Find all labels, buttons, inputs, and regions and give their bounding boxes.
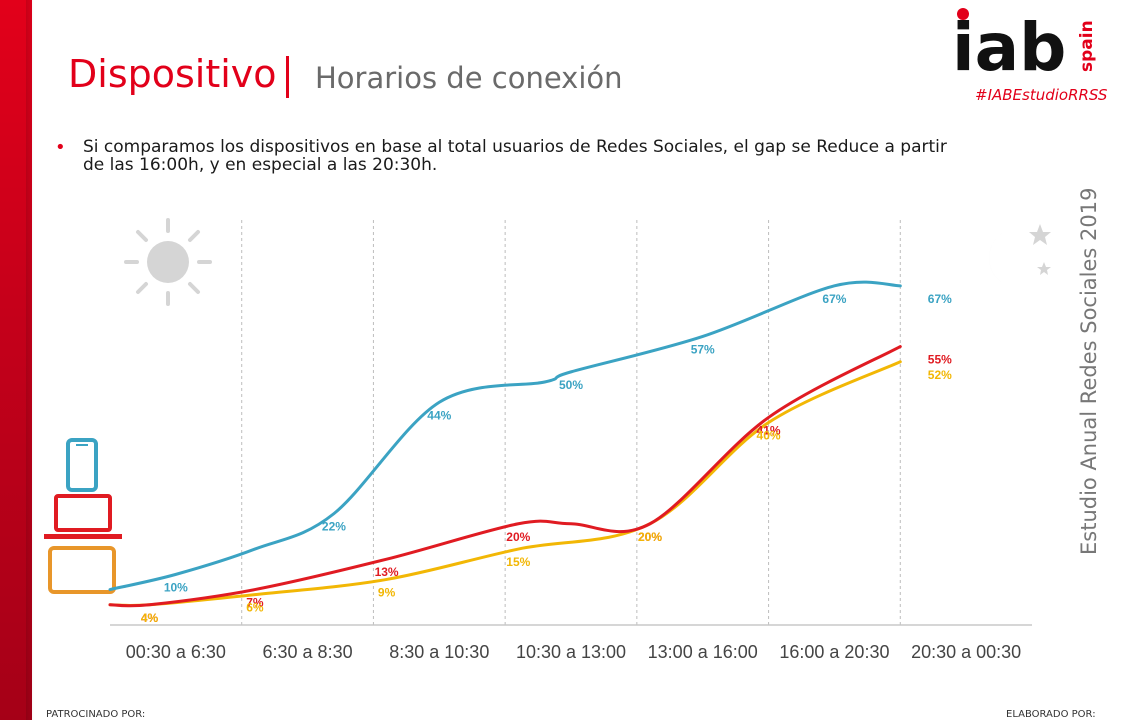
tablet-icon [48,546,116,594]
data-label-tablet-1: 6% [246,601,264,615]
chart-grid [241,220,901,625]
bullet-marker: • [55,137,66,158]
data-label-laptop-5: 41% [757,423,781,437]
x-tick-label-2: 8:30 a 10:30 [389,642,489,662]
data-label-smartphone-4: 57% [691,342,715,356]
data-label-laptop-4: 20% [638,530,662,544]
sun-icon [124,218,212,306]
moon-stars-icon [989,224,1051,289]
data-label-laptop-2: 13% [375,565,399,579]
smartphone-icon [66,438,98,492]
data-label-tablet-3: 15% [506,555,530,569]
chart-series [108,280,902,608]
data-label-smartphone-1: 22% [322,520,346,534]
left-accent-stripe [0,0,32,720]
footer-made-by: ELABORADO POR: [1006,709,1096,720]
data-label-tablet-6: 52% [928,368,952,382]
data-label-laptop-3: 20% [506,530,530,544]
footer-sponsored-by: PATROCINADO POR: [46,709,146,720]
x-tick-label-0: 00:30 a 6:30 [126,642,226,662]
x-tick-label-6: 20:30 a 00:30 [911,642,1021,662]
title-separator [286,56,289,98]
logo-main-text: iab [952,9,1066,84]
data-label-laptop-1: 7% [246,596,264,610]
data-label-tablet-2: 9% [378,585,396,599]
page-title: Dispositivo [68,52,277,96]
iab-spain-logo: iab spain [952,8,1097,84]
x-tick-label-5: 16:00 a 20:30 [779,642,889,662]
logo-dot [957,8,969,20]
bullet-text: Si comparamos los dispositivos en base a… [83,137,947,175]
left-stripe-shade [26,0,34,720]
chart-data-labels: 10% 22% 44% 50% 57% 67% 67% 4% 7% 13% 20% 20% 41% 55%… [141,292,952,625]
x-tick-label-1: 6:30 a 8:30 [263,642,353,662]
data-label-smartphone-2: 44% [427,408,451,422]
data-label-smartphone-3: 50% [559,378,583,392]
laptop-icon [44,494,122,539]
data-label-laptop-0: 4% [141,611,159,625]
page-subtitle: Horarios de conexión [315,61,623,95]
data-label-tablet-4: 20% [638,530,662,544]
data-label-laptop-6: 55% [928,353,952,367]
logo-suffix-text: spain [1077,20,1097,72]
x-tick-label-4: 13:00 a 16:00 [648,642,758,662]
data-label-smartphone-6: 67% [928,292,952,306]
data-label-tablet-0: 4% [141,611,159,625]
series-line-smartphone [108,280,902,592]
x-tick-label-3: 10:30 a 13:00 [516,642,626,662]
hashtag: #IABEstudioRRSS [975,86,1108,104]
side-label: Estudio Anual Redes Sociales 2019 [1077,187,1101,555]
data-label-smartphone-0: 10% [164,580,188,594]
x-axis-tick-labels: 00:30 a 6:30 6:30 a 8:30 8:30 a 10:30 10:30… [126,642,1021,662]
data-label-tablet-5: 40% [757,429,781,443]
series-line-laptop [108,345,902,608]
data-label-smartphone-5: 67% [822,292,846,306]
